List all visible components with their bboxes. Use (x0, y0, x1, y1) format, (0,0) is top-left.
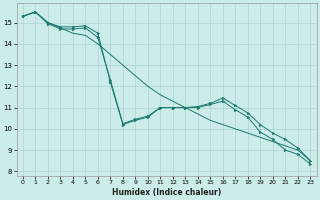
X-axis label: Humidex (Indice chaleur): Humidex (Indice chaleur) (112, 188, 221, 197)
